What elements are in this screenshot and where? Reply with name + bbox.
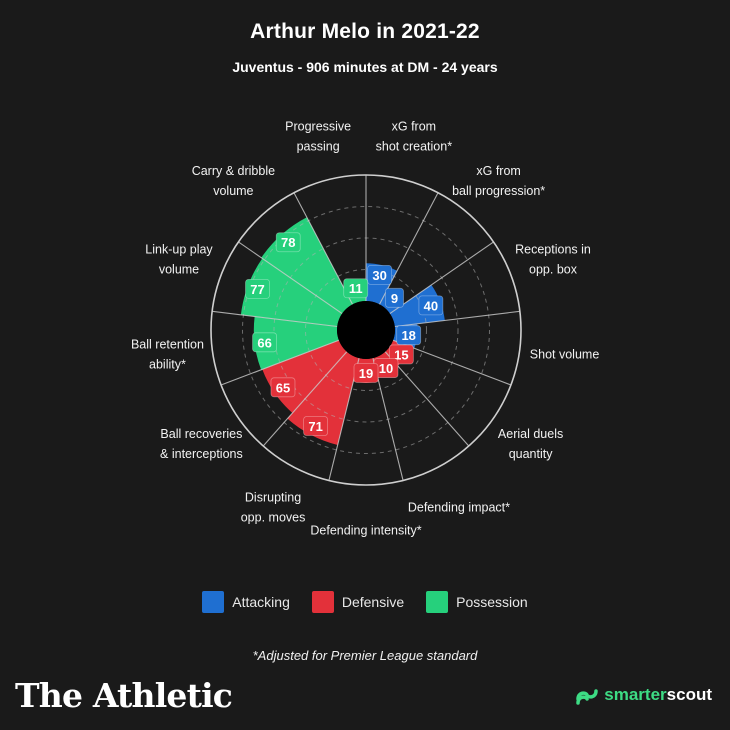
legend-label-possession: Possession [456, 594, 528, 610]
grid-ring-1 [305, 269, 427, 391]
value-badge-2 [385, 287, 404, 308]
axis-label-5-line-2: quantity [509, 447, 554, 461]
value-label-2: 9 [391, 291, 398, 306]
value-label-11: 77 [250, 282, 264, 297]
value-badge-13 [343, 278, 369, 299]
axis-label-12-line-2: volume [213, 184, 253, 198]
value-label-5: 15 [394, 347, 408, 362]
axis-label-2-line-2: ball progression* [452, 184, 545, 198]
axis-label-9-line-1: Ball recoveries [160, 427, 242, 441]
radial-line-10 [220, 339, 340, 386]
footnote: *Adjusted for Premier League standard [252, 648, 478, 663]
axis-label-11-line-1: Link-up play [145, 243, 213, 257]
wedge-10 [253, 316, 339, 370]
value-badge-8 [303, 416, 328, 436]
radial-line-9 [262, 351, 348, 447]
legend-swatch-attacking [202, 591, 225, 613]
axis-label-1-line-1: xG from [392, 119, 436, 133]
axis-label-3-line-2: opp. box [529, 263, 578, 277]
axis-label-5-line-1: Aerial duels [498, 427, 563, 441]
chart-title: Arthur Melo in 2021-22 [250, 20, 480, 43]
axis-label-8-line-1: Disrupting [245, 491, 301, 505]
legend-item-attacking: Attacking [202, 591, 290, 613]
axis-label-2-line-1: xG from [476, 164, 520, 178]
radial-line-12 [238, 241, 343, 314]
radial-line-11 [212, 310, 338, 328]
value-label-12: 78 [281, 235, 295, 250]
source-name-part2: scout [666, 685, 712, 704]
value-label-3: 40 [424, 298, 438, 313]
wedge-3 [389, 284, 445, 327]
value-badge-3 [418, 295, 444, 316]
axis-label-13-line-2: passing [297, 139, 340, 153]
legend: Attacking Defensive Possession [0, 591, 730, 613]
legend-item-possession: Possession [426, 591, 528, 613]
value-label-7: 19 [359, 366, 373, 381]
axis-label-8-line-2: opp. moves [241, 511, 306, 525]
radial-line-4 [394, 310, 520, 328]
value-label-6: 10 [379, 361, 393, 376]
radial-line-3 [389, 241, 494, 314]
axis-label-3-line-1: Receptions in [515, 243, 591, 257]
grid-ring-3 [242, 206, 490, 454]
axis-label-13-line-1: Progressive [285, 119, 351, 133]
value-badge-9 [270, 377, 296, 398]
axis-label-11-line-2: volume [159, 263, 199, 277]
center-hole [337, 301, 395, 359]
value-badge-4 [396, 325, 422, 346]
value-label-1: 30 [372, 268, 386, 283]
value-label-4: 18 [401, 328, 415, 343]
legend-swatch-possession [426, 591, 449, 613]
brand-logo: The Athletic [15, 676, 233, 715]
value-badge-12 [275, 232, 301, 253]
axis-label-10-line-2: ability* [149, 358, 186, 372]
value-label-9: 65 [276, 380, 290, 395]
value-label-8: 71 [308, 419, 322, 434]
radial-line-13 [293, 192, 354, 305]
source-logo: smarter scout [574, 684, 712, 706]
smarterscout-icon [576, 689, 599, 705]
radial-line-6 [384, 351, 470, 447]
radial-line-2 [378, 192, 439, 305]
value-badge-11 [245, 278, 270, 299]
axis-label-6-line-1: Defending impact* [408, 501, 510, 515]
axis-label-12-line-1: Carry & dribble [192, 164, 275, 178]
value-badge-1 [367, 264, 392, 285]
axis-label-7-line-1: Defending intensity* [310, 524, 421, 538]
axis-label-9-line-2: & interceptions [160, 447, 243, 461]
chart-subtitle: Juventus - 906 minutes at DM - 24 years [232, 59, 498, 75]
axis-label-10-line-1: Ball retention [131, 338, 204, 352]
legend-swatch-defensive [311, 591, 334, 613]
axis-label-1-line-2: shot creation* [376, 139, 453, 153]
value-badge-10 [252, 332, 277, 353]
value-badge-7 [353, 363, 379, 383]
legend-label-attacking: Attacking [232, 594, 290, 610]
legend-label-defensive: Defensive [341, 594, 405, 610]
wedge-11 [240, 258, 343, 327]
value-label-13: 11 [349, 281, 363, 296]
source-name-part1: smarter [604, 685, 667, 704]
value-label-10: 66 [257, 335, 271, 350]
axis-label-4-line-1: Shot volume [530, 348, 600, 362]
legend-item-defensive: Defensive [311, 591, 405, 613]
